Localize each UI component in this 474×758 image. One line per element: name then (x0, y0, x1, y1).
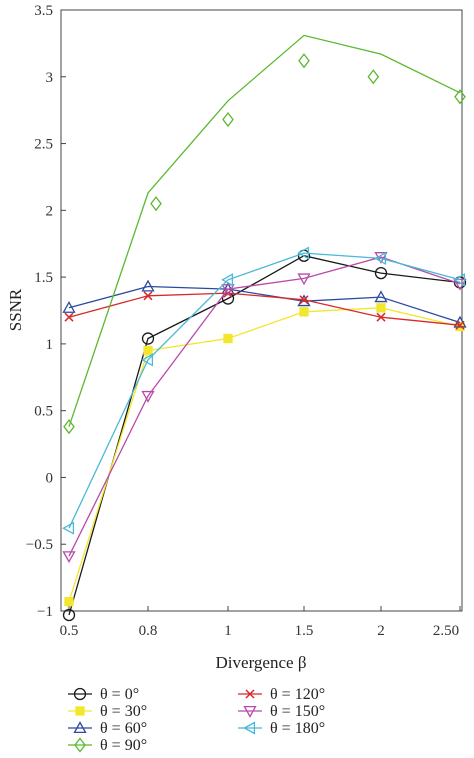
legend-marker (73, 721, 87, 734)
data-point (299, 295, 309, 305)
data-point (376, 303, 386, 313)
plot-frame (60, 9, 463, 612)
legend-marker (75, 706, 85, 716)
y-tick-label: −1 (37, 604, 53, 620)
data-point (62, 608, 76, 622)
y-tick-label: 2 (46, 203, 54, 219)
data-point (62, 551, 76, 564)
legend-marker (243, 721, 256, 735)
series-1 (64, 303, 465, 607)
y-tick-label: 0.5 (34, 404, 53, 420)
data-point (221, 273, 234, 287)
legend-label: θ = 150° (270, 703, 325, 720)
data-point (63, 419, 75, 435)
axis-ticks: −1 −0.5 0 0.5 1 1.5 2 2.5 3 3.5 0.5 0.8 1 1.5 2 2.50 (26, 3, 461, 639)
x-tick-label: 1.5 (295, 623, 314, 639)
data-point (455, 320, 465, 330)
data-point (62, 300, 76, 313)
x-tick-label: 2.50 (433, 623, 459, 639)
data-point (374, 290, 388, 303)
data-point (376, 312, 386, 322)
legend-item: θ = 60° (68, 720, 147, 737)
x-tick-label: 0.8 (139, 623, 158, 639)
series-layer (62, 34, 467, 622)
x-tick-label: 2 (377, 623, 385, 639)
series-line (68, 285, 461, 324)
legend-item: θ = 150° (238, 703, 325, 720)
legend-label: θ = 90° (100, 737, 147, 754)
series-4 (64, 288, 465, 330)
series-0 (62, 249, 467, 622)
legend-item: θ = 30° (68, 703, 147, 720)
legend-label: θ = 180° (270, 720, 325, 737)
data-point (141, 332, 155, 345)
series-3 (63, 53, 466, 435)
series-line (68, 292, 461, 326)
x-tick-label: 1 (224, 623, 232, 639)
data-point (374, 266, 388, 280)
legend-item: θ = 90° (68, 737, 147, 754)
data-point (221, 284, 235, 296)
series-line (68, 255, 461, 616)
data-point (143, 345, 153, 356)
data-point (298, 53, 310, 69)
data-point (297, 273, 311, 286)
data-point (141, 390, 155, 403)
legend-marker (73, 687, 87, 701)
y-tick-label: 1.5 (34, 270, 53, 286)
series-line (68, 307, 461, 602)
y-tick-label: 1 (46, 337, 54, 353)
series-7 (68, 34, 461, 427)
data-point (299, 307, 309, 317)
data-point (222, 111, 234, 128)
x-tick-label: 0.5 (60, 623, 79, 639)
data-point (454, 89, 466, 105)
data-point (143, 291, 153, 301)
data-point (223, 333, 233, 344)
series-6 (62, 246, 466, 535)
y-tick-label: 0 (46, 470, 54, 486)
data-point (141, 353, 154, 367)
legend-marker (74, 737, 86, 753)
series-line (68, 252, 461, 529)
legend-item: θ = 0° (68, 686, 139, 703)
data-point (64, 597, 74, 607)
data-point (297, 246, 310, 260)
data-point (367, 69, 380, 85)
legend: θ = 0°θ = 30°θ = 60°θ = 90°θ = 120°θ = 1… (68, 686, 325, 754)
legend-item: θ = 120° (238, 686, 325, 703)
data-point (141, 279, 155, 292)
y-tick-label: 3.5 (34, 3, 53, 19)
data-point (374, 251, 387, 266)
legend-item: θ = 180° (238, 720, 325, 737)
x-axis-label: Divergence β (216, 653, 307, 672)
y-tick-label: −0.5 (26, 537, 53, 553)
data-point (150, 196, 162, 212)
data-point (64, 312, 74, 322)
y-axis-label: SSNR (6, 288, 25, 331)
series-5 (62, 252, 467, 564)
legend-label: θ = 60° (100, 720, 147, 737)
series-line (68, 34, 461, 427)
legend-label: θ = 0° (100, 686, 139, 703)
legend-marker (245, 689, 255, 699)
data-point (453, 273, 466, 287)
legend-marker (243, 705, 257, 718)
legend-label: θ = 120° (270, 686, 325, 703)
y-tick-label: 3 (46, 70, 54, 86)
legend-label: θ = 30° (100, 703, 147, 720)
data-point (62, 521, 75, 535)
y-tick-label: 2.5 (34, 137, 53, 153)
